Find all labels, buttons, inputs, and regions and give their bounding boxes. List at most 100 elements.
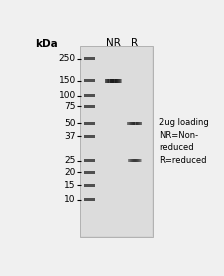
Bar bbox=[134, 159, 135, 162]
Bar bbox=[140, 121, 141, 125]
Bar bbox=[106, 79, 107, 83]
Bar bbox=[120, 79, 121, 83]
Bar bbox=[84, 122, 95, 125]
Text: 10: 10 bbox=[64, 195, 76, 205]
Text: kDa: kDa bbox=[35, 39, 58, 49]
Bar bbox=[84, 135, 95, 138]
Bar bbox=[136, 121, 137, 125]
Bar bbox=[111, 79, 112, 83]
Bar bbox=[128, 121, 129, 125]
Bar bbox=[120, 79, 121, 83]
Bar bbox=[135, 159, 136, 162]
Bar bbox=[132, 159, 133, 162]
Bar bbox=[105, 79, 106, 83]
Bar bbox=[127, 121, 128, 125]
Bar bbox=[128, 159, 129, 162]
Bar bbox=[110, 79, 111, 83]
Bar bbox=[132, 159, 133, 162]
Bar bbox=[141, 159, 142, 162]
Bar bbox=[130, 121, 131, 125]
Bar bbox=[129, 121, 130, 125]
Bar bbox=[105, 79, 106, 83]
Bar bbox=[106, 79, 107, 83]
Bar bbox=[134, 159, 135, 162]
Bar bbox=[131, 121, 132, 125]
Bar bbox=[108, 79, 109, 83]
Bar bbox=[133, 159, 134, 162]
Text: 2ug loading
NR=Non-
reduced
R=reduced: 2ug loading NR=Non- reduced R=reduced bbox=[159, 118, 209, 164]
Bar bbox=[129, 121, 130, 125]
Bar bbox=[116, 79, 117, 83]
Bar bbox=[140, 159, 141, 162]
Bar bbox=[119, 79, 120, 83]
Bar bbox=[118, 79, 119, 83]
Bar bbox=[114, 79, 115, 83]
Bar bbox=[129, 159, 130, 162]
Bar bbox=[128, 159, 129, 162]
Bar bbox=[84, 105, 95, 108]
Bar bbox=[112, 79, 113, 83]
Bar bbox=[84, 94, 95, 97]
Bar bbox=[84, 57, 95, 60]
Bar bbox=[136, 159, 137, 162]
Text: 15: 15 bbox=[64, 181, 76, 190]
Bar bbox=[138, 159, 139, 162]
Bar bbox=[80, 46, 153, 237]
Bar bbox=[139, 159, 140, 162]
Bar bbox=[134, 121, 135, 125]
Bar bbox=[118, 79, 119, 83]
Text: 150: 150 bbox=[58, 76, 76, 86]
Bar bbox=[109, 79, 110, 83]
Bar bbox=[114, 79, 115, 83]
Bar bbox=[138, 159, 139, 162]
Bar bbox=[84, 159, 95, 162]
Text: 37: 37 bbox=[64, 132, 76, 141]
Bar bbox=[130, 159, 131, 162]
Bar bbox=[84, 79, 95, 83]
Bar bbox=[112, 79, 113, 83]
Text: 20: 20 bbox=[64, 168, 76, 177]
Bar bbox=[133, 159, 134, 162]
Bar bbox=[132, 121, 133, 125]
Bar bbox=[138, 121, 139, 125]
Bar bbox=[84, 184, 95, 187]
Bar bbox=[136, 121, 137, 125]
Text: 100: 100 bbox=[58, 91, 76, 100]
Bar bbox=[135, 121, 136, 125]
Bar bbox=[115, 79, 116, 83]
Bar bbox=[133, 121, 134, 125]
Bar bbox=[121, 79, 122, 83]
Bar bbox=[133, 121, 134, 125]
Bar bbox=[141, 121, 142, 125]
Bar bbox=[107, 79, 108, 83]
Bar bbox=[140, 121, 141, 125]
Bar bbox=[117, 79, 118, 83]
Bar bbox=[141, 121, 142, 125]
Bar bbox=[111, 79, 112, 83]
Bar bbox=[134, 121, 135, 125]
Bar bbox=[138, 121, 139, 125]
Bar bbox=[137, 121, 138, 125]
Bar bbox=[84, 171, 95, 174]
Bar bbox=[137, 121, 138, 125]
Bar bbox=[130, 121, 131, 125]
Bar bbox=[109, 79, 110, 83]
Bar bbox=[127, 121, 128, 125]
Text: 75: 75 bbox=[64, 102, 76, 111]
Bar bbox=[132, 121, 133, 125]
Text: 250: 250 bbox=[59, 54, 76, 63]
Bar bbox=[128, 121, 129, 125]
Bar bbox=[139, 159, 140, 162]
Text: 50: 50 bbox=[64, 119, 76, 128]
Bar bbox=[137, 159, 138, 162]
Bar bbox=[113, 79, 114, 83]
Bar bbox=[115, 79, 116, 83]
Bar bbox=[84, 198, 95, 201]
Bar bbox=[135, 159, 136, 162]
Text: R: R bbox=[131, 38, 138, 48]
Bar bbox=[139, 121, 140, 125]
Text: NR: NR bbox=[106, 38, 121, 48]
Bar bbox=[131, 121, 132, 125]
Bar bbox=[130, 159, 131, 162]
Bar bbox=[108, 79, 109, 83]
